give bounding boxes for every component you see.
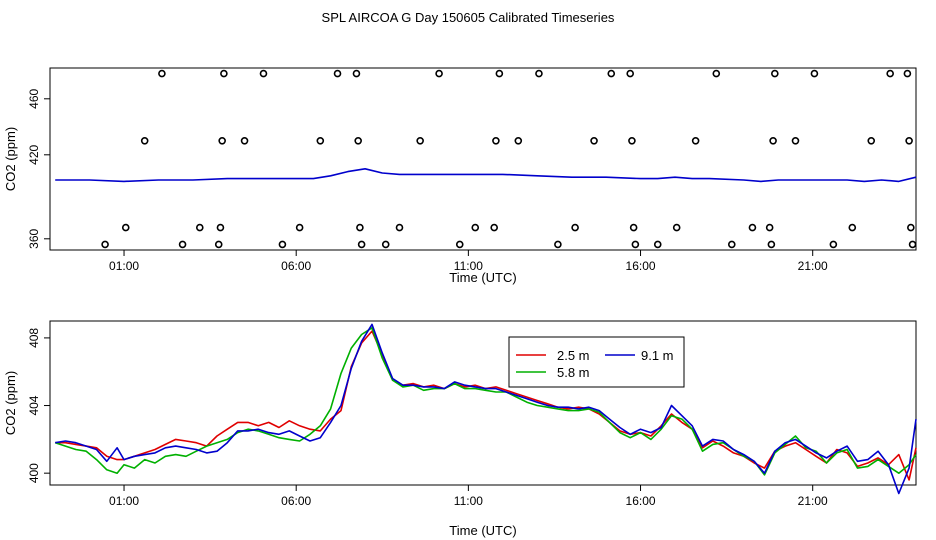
top-scatter-point [240, 137, 249, 145]
bottom-y-axis-label: CO2 (ppm) [3, 371, 18, 435]
top-y-tick-label: 460 [27, 88, 41, 108]
top-x-tick-label: 06:00 [281, 259, 311, 273]
legend: 2.5 m 5.8 m 9.1 m [508, 336, 685, 388]
top-scatter-point [490, 223, 498, 232]
top-scatter-point [848, 223, 857, 232]
top-scatter-point [357, 240, 366, 249]
top-scatter-point [628, 137, 636, 145]
top-x-tick-label: 01:00 [109, 259, 139, 273]
top-scatter-point [691, 137, 700, 145]
top-scatter-point [295, 223, 304, 232]
top-scatter-point [101, 240, 109, 249]
top-scatter-point [672, 223, 681, 232]
figure-title: SPL AIRCOA G Day 150605 Calibrated Times… [322, 10, 615, 25]
top-scatter-point [381, 240, 390, 249]
top-scatter-point [769, 137, 777, 145]
top-scatter-point [495, 69, 504, 78]
bottom-series-line-5-8-m [54, 326, 917, 476]
top-x-tick-label: 21:00 [798, 259, 828, 273]
bottom-x-tick-label: 16:00 [626, 494, 656, 508]
top-scatter-point [554, 240, 562, 249]
top-scatter-point [354, 137, 362, 145]
top-plot-frame [49, 67, 917, 251]
legend-label-9-1m: 9.1 m [641, 348, 674, 363]
legend-box [508, 336, 685, 388]
top-scatter-point [352, 69, 361, 78]
top-scatter-point [455, 240, 464, 249]
top-scatter-point [178, 240, 187, 249]
bottom-x-axis-label: Time (UTC) [449, 523, 516, 538]
top-scatter-point [629, 223, 638, 232]
bottom-x-tick-label: 21:00 [798, 494, 828, 508]
top-scatter-point [907, 223, 915, 232]
bottom-x-tick-label: 11:00 [454, 494, 483, 508]
top-scatter-point [886, 69, 894, 78]
top-scatter-point [905, 137, 913, 145]
top-scatter-point [316, 137, 325, 145]
top-scatter-point [765, 223, 774, 232]
bottom-plot-frame [49, 320, 917, 486]
top-scatter-point [492, 137, 500, 145]
top-y-tick-label: 420 [27, 144, 41, 164]
top-scatter-point [626, 69, 635, 78]
top-y-tick-label: 360 [27, 228, 41, 248]
top-scatter-point [218, 137, 226, 145]
top-scatter-point [712, 69, 721, 78]
bottom-series-line-2-5-m [55, 330, 917, 481]
top-scatter-point [333, 69, 342, 78]
top-scatter-point [535, 69, 543, 78]
top-series-line-blue [55, 168, 917, 183]
bottom-series-line-9-1-m [55, 323, 917, 495]
top-scatter-point [121, 223, 130, 232]
bottom-y-tick-label: 400 [27, 463, 41, 483]
legend-label-5-8m: 5.8 m [557, 365, 590, 380]
top-scatter-point [791, 137, 800, 145]
top-scatter-point [908, 240, 917, 249]
top-scatter-point [748, 223, 757, 232]
top-scatter-point [214, 240, 223, 249]
top-scatter-point [220, 69, 228, 78]
top-x-tick-label: 11:00 [454, 259, 483, 273]
top-y-axis-label: CO2 (ppm) [3, 127, 18, 191]
top-scatter-point [653, 240, 662, 249]
top-scatter-point [810, 69, 819, 78]
top-scatter-point [216, 223, 225, 232]
top-scatter-point [767, 240, 776, 249]
top-scatter-point [571, 223, 579, 232]
top-scatter-point [514, 137, 523, 145]
top-scatter-point [140, 137, 149, 145]
top-scatter-point [195, 223, 204, 232]
top-scatter-point [829, 240, 838, 249]
legend-label-2-5m: 2.5 m [557, 348, 590, 363]
bottom-x-tick-label: 06:00 [281, 494, 311, 508]
bottom-panel-lines: 01:00 06:00 11:00 16:00 21:00 400 404 408 Time… [3, 320, 917, 538]
top-scatter-point [631, 240, 640, 249]
top-scatter-point [471, 223, 480, 232]
top-scatter-point [278, 240, 287, 249]
bottom-y-tick-label: 408 [27, 328, 41, 348]
top-scatter-point [590, 137, 598, 145]
top-scatter-point [867, 137, 876, 145]
top-x-axis-label: Time (UTC) [449, 270, 516, 285]
top-scatter-point [727, 240, 736, 249]
top-scatter-point [259, 69, 268, 78]
top-scatter-point [607, 69, 616, 78]
bottom-x-tick-label: 01:00 [109, 494, 139, 508]
top-x-tick-label: 16:00 [626, 259, 656, 273]
top-scatter-point [356, 223, 364, 232]
top-scatter-point [416, 137, 424, 145]
top-scatter-point [395, 223, 404, 232]
top-scatter-point [771, 69, 779, 78]
top-panel-scatter: 01:00 06:00 11:00 16:00 21:00 360 420 460 Time… [3, 67, 917, 285]
bottom-y-tick-label: 404 [27, 395, 41, 415]
top-scatter-point [158, 69, 166, 78]
top-scatter-point [903, 69, 912, 78]
top-scatter-point [435, 69, 443, 78]
